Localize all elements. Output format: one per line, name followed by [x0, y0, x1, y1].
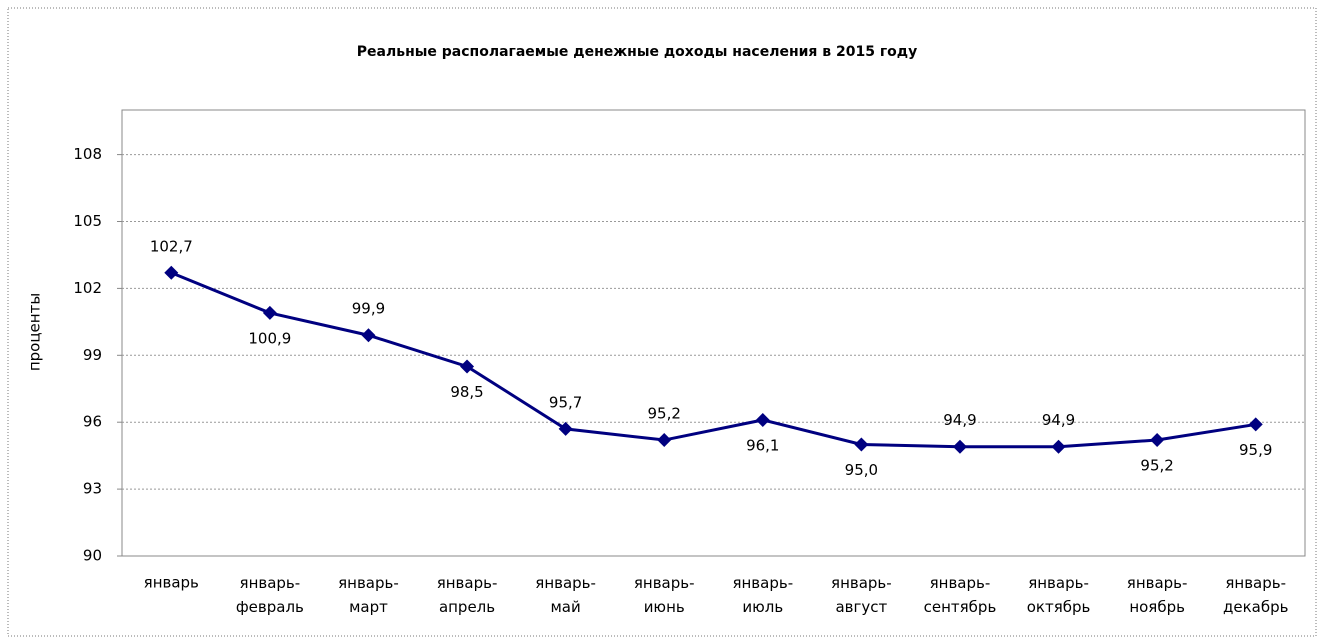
marker — [262, 305, 277, 320]
x-tick-label: январь-декабрь — [1223, 574, 1288, 616]
marker — [460, 359, 475, 374]
data-label: 95,7 — [549, 393, 582, 411]
y-tick-label: 99 — [83, 346, 102, 364]
x-tick-label: январь-февраль — [236, 574, 304, 616]
marker — [755, 412, 770, 427]
line — [170, 271, 1256, 449]
marker — [361, 328, 376, 343]
marker — [164, 265, 179, 280]
data-label: 95,2 — [648, 405, 681, 423]
y-tick-label: 90 — [83, 547, 102, 565]
marker — [1248, 417, 1263, 432]
x-tick-label: январь — [144, 574, 199, 592]
y-tick-label: 102 — [73, 279, 102, 297]
data-label: 94,9 — [1042, 411, 1075, 429]
data-label: 94,9 — [943, 411, 976, 429]
marker — [1051, 439, 1066, 454]
data-label: 98,5 — [450, 383, 483, 401]
marker — [657, 433, 672, 448]
data-label: 102,7 — [150, 237, 193, 255]
marker — [1150, 433, 1165, 448]
x-tick-label: январь-сентябрь — [924, 574, 997, 616]
marker — [854, 437, 869, 452]
data-label: 95,0 — [845, 461, 878, 479]
data-label: 100,9 — [248, 329, 291, 347]
plot-area — [121, 109, 1306, 557]
y-tick-label: 105 — [73, 212, 102, 230]
x-tick-label: январь-апрель — [437, 574, 498, 616]
x-tick-label: январь-август — [831, 574, 892, 616]
x-tick-label: январь-октябрь — [1027, 574, 1091, 616]
x-tick-label: январь-июнь — [634, 574, 695, 616]
data-label: 96,1 — [746, 436, 779, 454]
chart-title: Реальные располагаемые денежные доходы н… — [357, 44, 917, 60]
x-tick-label: январь-июль — [732, 574, 793, 616]
x-tick-label: январь-ноябрь — [1127, 574, 1188, 616]
data-label: 95,9 — [1239, 441, 1272, 459]
marker — [952, 439, 967, 454]
y-tick-label: 93 — [83, 480, 102, 498]
x-tick-label: январь-май — [535, 574, 596, 616]
page-border — [7, 7, 1317, 637]
y-axis-label: проценты — [26, 293, 44, 371]
data-label: 99,9 — [352, 300, 385, 318]
y-tick-label: 96 — [83, 413, 102, 431]
marker — [558, 421, 573, 436]
x-tick-label: январь-март — [338, 574, 399, 616]
data-label: 95,2 — [1140, 457, 1173, 475]
y-tick-label: 108 — [73, 145, 102, 163]
